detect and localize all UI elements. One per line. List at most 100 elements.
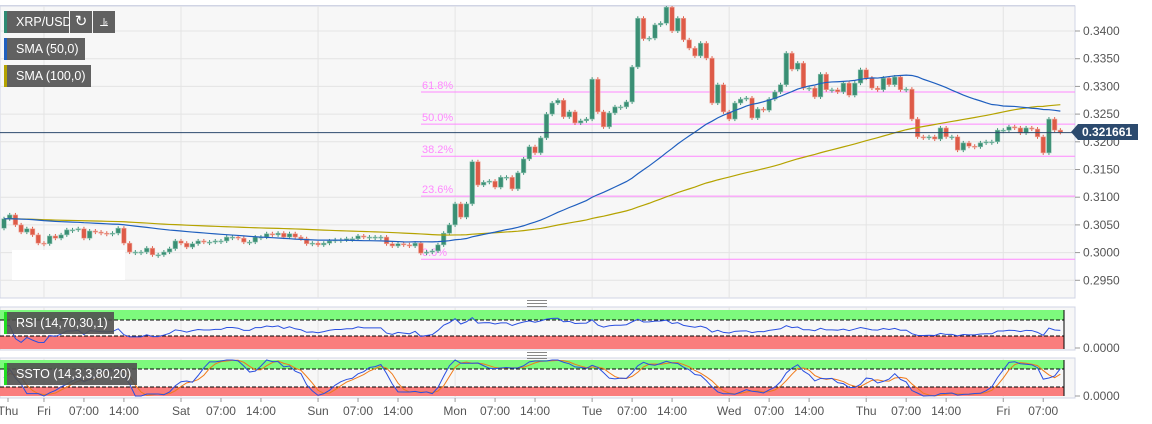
candle-up — [452, 203, 458, 226]
candle-down — [104, 232, 110, 235]
candle-down — [178, 240, 184, 244]
fib-label: 0.0% — [422, 247, 447, 259]
y-tick-label: 0.3350 — [1083, 52, 1120, 66]
candle-up — [737, 98, 744, 104]
candle-down — [458, 203, 464, 218]
x-tick-label: 07:00 — [1028, 404, 1058, 418]
candle-down — [18, 224, 24, 233]
candle-down — [98, 231, 104, 234]
candle-down — [401, 243, 407, 246]
candle-up — [612, 106, 618, 114]
candle-up — [366, 236, 373, 239]
candle-down — [406, 244, 413, 247]
candle-up — [47, 235, 53, 245]
candle-up — [937, 127, 944, 140]
candle-up — [481, 181, 487, 186]
candle-down — [709, 57, 715, 104]
candle-up — [309, 242, 315, 245]
candle-up — [75, 228, 81, 231]
candle-up — [349, 238, 355, 241]
candle-down — [41, 242, 47, 245]
candle-down — [720, 84, 727, 113]
candle-up — [503, 176, 510, 179]
candle-up — [224, 236, 230, 242]
x-tick-label: 07:00 — [891, 404, 921, 418]
candle-up — [172, 240, 178, 250]
ssto-oversold-band — [0, 387, 1064, 396]
candle-down — [389, 243, 395, 247]
ssto-label: SSTO (14,3,3,80,20) — [16, 367, 132, 381]
x-tick-label: 14:00 — [246, 404, 276, 418]
panel-resize-handle[interactable] — [527, 300, 547, 307]
x-tick-label: Sun — [307, 404, 328, 418]
candle-up — [58, 234, 64, 239]
candle-up — [372, 236, 378, 239]
candle-down — [726, 111, 732, 120]
candle-up — [583, 118, 590, 122]
candle-up — [286, 233, 293, 238]
candle-up — [538, 137, 544, 154]
candle-down — [789, 52, 795, 70]
sma50-legend[interactable]: SMA (50,0) — [4, 38, 85, 60]
candle-down — [692, 47, 698, 57]
candle-up — [423, 251, 430, 254]
sma100-legend[interactable]: SMA (100,0) — [4, 65, 92, 87]
x-tick-label: Tue — [582, 404, 603, 418]
symbol-legend[interactable]: XRP/USD — [4, 11, 72, 33]
candle-up — [355, 235, 361, 240]
candle-down — [383, 236, 390, 245]
x-tick-label: 14:00 — [931, 404, 961, 418]
candle-up — [743, 97, 749, 100]
x-tick-label: Mon — [443, 404, 466, 418]
candle-down — [572, 111, 578, 124]
candle-down — [863, 69, 869, 79]
x-tick-label: Fri — [37, 404, 51, 418]
rsi-label: RSI (14,70,30,1) — [16, 316, 108, 330]
candle-up — [698, 42, 704, 57]
candle-up — [441, 232, 447, 246]
candle-up — [486, 180, 492, 183]
rsi-legend[interactable]: RSI (14,70,30,1) — [4, 312, 114, 334]
x-tick-label: 07:00 — [206, 404, 236, 418]
sma100-label: SMA (100,0) — [16, 69, 86, 83]
plot-layer: 61.8% 50.0% 38.2% 23.6% 0.0% — [1, 6, 1075, 260]
blank-overlay — [12, 250, 125, 280]
candle-up — [218, 240, 224, 243]
candle-down — [121, 227, 127, 244]
x-tick-label: Fri — [996, 404, 1010, 418]
ssto-legend[interactable]: SSTO (14,3,3,80,20) — [4, 363, 138, 385]
candle-down — [1012, 126, 1018, 129]
ssto-k-line — [3, 359, 1061, 397]
candle-up — [446, 224, 452, 234]
candle-down — [1052, 118, 1058, 131]
candle-up — [463, 203, 470, 218]
candle-up — [566, 111, 572, 118]
candle-up — [772, 91, 778, 100]
candle-up — [880, 77, 886, 91]
candle-up — [166, 248, 173, 253]
candle-up — [87, 230, 93, 239]
candle-down — [875, 87, 881, 91]
bar-chart-icon: ⫡ — [99, 15, 108, 29]
ssto-axis-label: 0.0000 — [1083, 389, 1120, 403]
panel-resize-handle[interactable] — [527, 352, 547, 359]
y-tick-label: 0.3400 — [1083, 24, 1120, 38]
y-tick-label: 0.3300 — [1083, 79, 1120, 93]
chart-type-button[interactable]: ⫡ — [93, 11, 115, 33]
candle-down — [800, 62, 806, 89]
refresh-button[interactable]: ↻ — [70, 11, 92, 33]
candle-up — [806, 87, 812, 90]
rsi-line — [4, 316, 1061, 344]
y-tick-label: 0.3000 — [1083, 246, 1120, 260]
candle-up — [623, 101, 629, 108]
x-tick-label: Wed — [717, 404, 741, 418]
candle-down — [304, 238, 310, 245]
candle-down — [760, 108, 767, 111]
candle-up — [555, 99, 561, 104]
candle-up — [1006, 126, 1012, 131]
rsi-oversold-band — [0, 336, 1064, 349]
candle-down — [669, 6, 675, 32]
candle-up — [983, 141, 989, 144]
candle-up — [521, 158, 527, 174]
